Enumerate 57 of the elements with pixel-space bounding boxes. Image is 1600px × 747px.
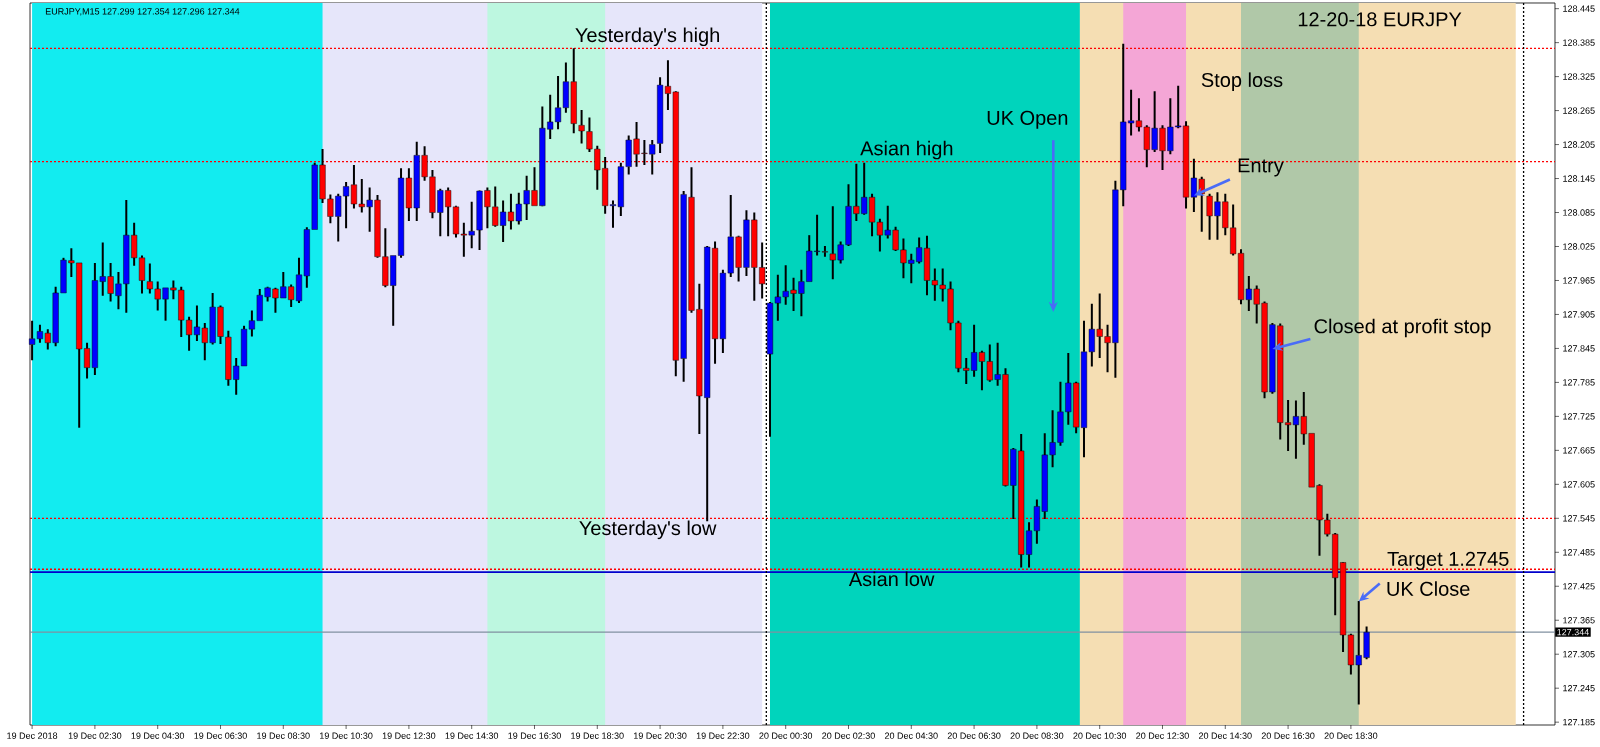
y-tick-label: 127.245 [1563, 685, 1595, 692]
y-tick-label: 127.365 [1563, 617, 1595, 624]
ref-line-label: 127.344 [1557, 628, 1589, 636]
ref-line-label: Asian high [860, 140, 953, 160]
x-tick-label: 19 Dec 22:30 [696, 732, 750, 739]
x-tick-label: 20 Dec 18:30 [1324, 732, 1378, 739]
x-tick-label: 19 Dec 2018 [7, 732, 58, 739]
x-tick-label: 20 Dec 04:30 [884, 732, 938, 739]
y-tick-label: 127.905 [1563, 311, 1595, 318]
x-tick-label: 20 Dec 14:30 [1198, 732, 1252, 739]
x-tick-label: 19 Dec 12:30 [382, 732, 436, 739]
annotation: Closed at profit stop [1314, 318, 1491, 338]
x-tick-label: 20 Dec 06:30 [947, 732, 1001, 739]
x-tick-label: 20 Dec 08:30 [1010, 732, 1064, 739]
ref-line-label: Asian low [848, 571, 935, 587]
x-tick-label: 20 Dec 10:30 [1073, 732, 1127, 739]
y-tick-label: 128.205 [1563, 141, 1595, 148]
x-tick-label: 20 Dec 12:30 [1136, 732, 1189, 739]
y-tick-label: 127.965 [1563, 277, 1595, 284]
y-tick-label: 128.445 [1563, 5, 1595, 12]
y-tick-label: 127.185 [1563, 718, 1595, 726]
x-tick-label: 19 Dec 16:30 [508, 732, 561, 739]
annotation: UK Close [1387, 581, 1470, 596]
annotation: Stop loss [1201, 72, 1283, 92]
y-tick-label: 127.545 [1563, 515, 1595, 522]
ref-line-label: Yesterday's low [579, 520, 717, 540]
x-tick-label: 19 Dec 02:30 [68, 732, 122, 739]
y-tick-label: 127.425 [1563, 583, 1595, 590]
x-tick-label: 20 Dec 16:30 [1261, 732, 1315, 739]
annotation: Entry [1238, 158, 1284, 177]
ref-line-label: Yesterday's high [575, 27, 719, 47]
y-tick-label: 128.025 [1563, 243, 1595, 250]
x-tick-label: 20 Dec 02:30 [822, 732, 875, 739]
y-tick-label: 127.485 [1563, 549, 1595, 556]
x-tick-label: 19 Dec 06:30 [194, 732, 247, 739]
x-tick-label: 19 Dec 04:30 [131, 732, 185, 739]
y-tick-label: 127.785 [1563, 379, 1595, 386]
y-tick-label: 128.385 [1563, 39, 1595, 46]
x-tick-label: 19 Dec 08:30 [257, 732, 310, 739]
chart-subtitle: 12-20-18 EURJPY [1298, 12, 1462, 27]
y-tick-label: 127.305 [1563, 651, 1595, 658]
ref-line-label: Target 1.2745 [1387, 551, 1509, 570]
annotation: UK Open [987, 110, 1068, 129]
y-tick-label: 128.145 [1563, 175, 1595, 182]
x-tick-label: 20 Dec 00:30 [759, 732, 813, 739]
y-tick-label: 127.605 [1563, 481, 1595, 488]
y-tick-label: 127.845 [1563, 345, 1595, 352]
y-tick-label: 127.665 [1563, 447, 1595, 454]
x-tick-label: 19 Dec 14:30 [445, 732, 499, 739]
y-tick-label: 127.725 [1563, 413, 1595, 420]
y-tick-label: 128.265 [1563, 107, 1595, 114]
x-tick-label: 19 Dec 20:30 [634, 732, 687, 739]
x-tick-label: 19 Dec 18:30 [571, 732, 624, 739]
x-tick-label: 19 Dec 10:30 [320, 732, 373, 739]
chart-title: EURJPY,M15 127.299 127.354 127.296 127.344 [45, 8, 240, 16]
y-tick-label: 128.085 [1563, 209, 1595, 216]
y-tick-label: 128.325 [1563, 73, 1595, 80]
